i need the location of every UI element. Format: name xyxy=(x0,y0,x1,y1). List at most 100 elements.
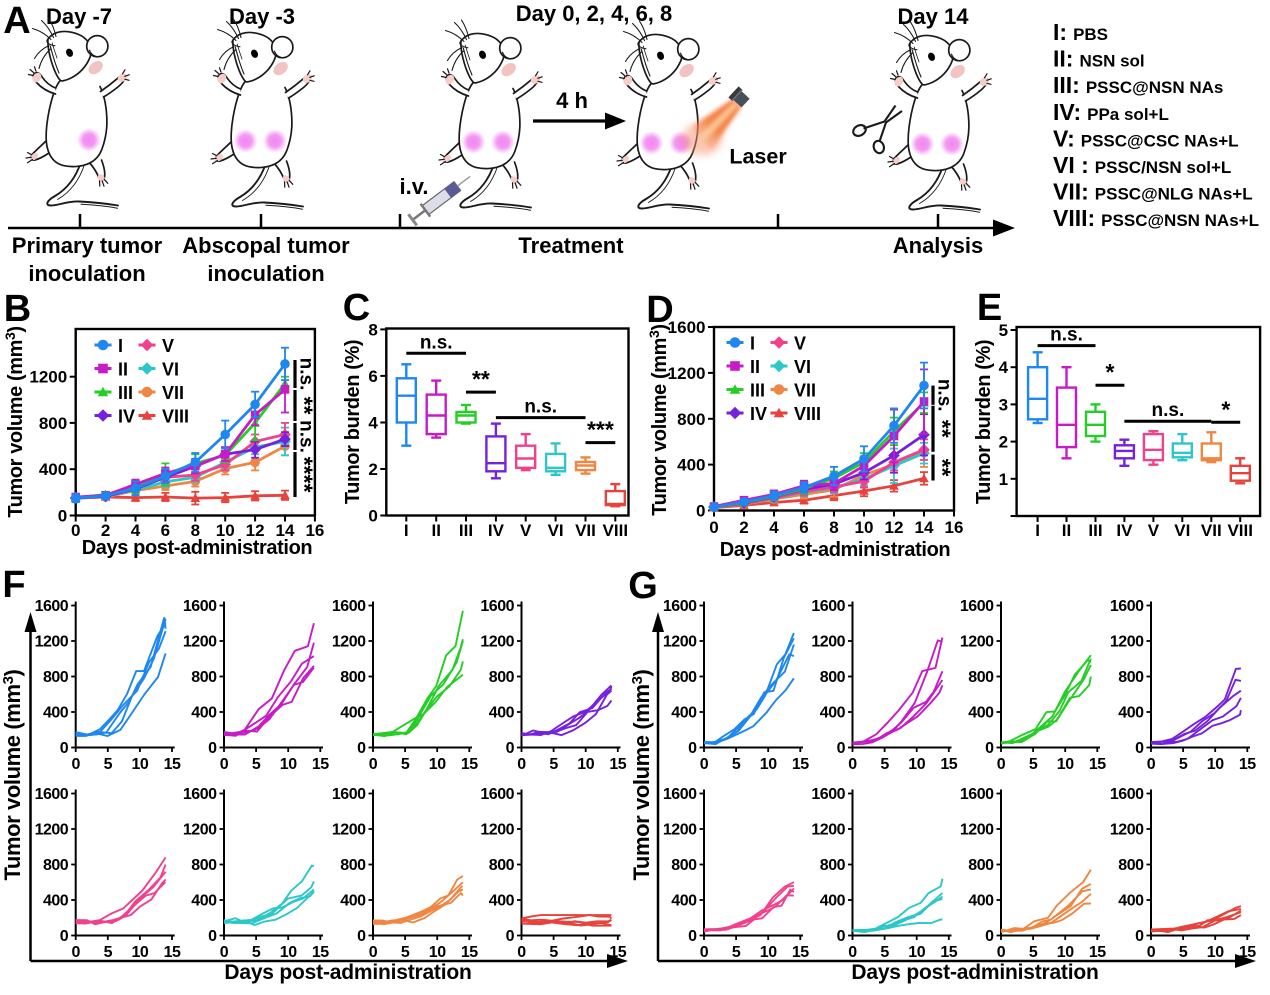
svg-text:5: 5 xyxy=(549,944,558,961)
svg-text:II: II xyxy=(118,360,128,380)
svg-text:15: 15 xyxy=(609,944,626,961)
svg-text:1600: 1600 xyxy=(811,786,845,803)
svg-text:10: 10 xyxy=(429,756,446,773)
svg-text:800: 800 xyxy=(489,857,515,874)
svg-text:5: 5 xyxy=(1029,756,1038,773)
svg-text:8: 8 xyxy=(829,518,838,537)
svg-text:16: 16 xyxy=(945,518,964,537)
svg-text:5: 5 xyxy=(999,321,1008,340)
svg-text:10: 10 xyxy=(760,756,777,773)
svg-text:1600: 1600 xyxy=(1110,786,1144,803)
svg-text:1200: 1200 xyxy=(668,364,706,383)
svg-text:*: * xyxy=(1106,359,1115,385)
svg-text:VII: VII xyxy=(575,521,596,540)
svg-text:****: **** xyxy=(292,457,318,493)
svg-text:4: 4 xyxy=(999,358,1009,377)
svg-text:6: 6 xyxy=(161,521,170,540)
svg-text:800: 800 xyxy=(1118,669,1144,686)
svg-text:1600: 1600 xyxy=(960,786,994,803)
svg-text:400: 400 xyxy=(671,893,697,910)
svg-text:Days post-administration: Days post-administration xyxy=(851,961,1098,984)
svg-text:5: 5 xyxy=(401,944,410,961)
svg-text:1200: 1200 xyxy=(480,822,514,839)
svg-text:15: 15 xyxy=(792,756,809,773)
svg-text:15: 15 xyxy=(940,944,957,961)
svg-text:0: 0 xyxy=(60,740,69,757)
svg-text:800: 800 xyxy=(820,857,846,874)
svg-text:1200: 1200 xyxy=(35,634,69,651)
svg-text:III: III xyxy=(750,381,765,401)
svg-text:III: III xyxy=(118,383,133,403)
svg-text:1600: 1600 xyxy=(960,598,994,615)
svg-text:0: 0 xyxy=(71,521,80,540)
svg-text:15: 15 xyxy=(1089,756,1106,773)
svg-text:8: 8 xyxy=(191,521,200,540)
svg-text:n.s.: n.s. xyxy=(296,358,317,391)
svg-text:400: 400 xyxy=(820,893,846,910)
svg-text:4: 4 xyxy=(131,521,141,540)
svg-text:0: 0 xyxy=(997,944,1006,961)
svg-text:800: 800 xyxy=(1118,857,1144,874)
svg-text:F: F xyxy=(2,564,25,606)
svg-text:0: 0 xyxy=(688,740,697,757)
svg-text:VIII: VIII xyxy=(1227,521,1253,540)
svg-text:1600: 1600 xyxy=(35,598,69,615)
svg-text:10: 10 xyxy=(577,756,594,773)
svg-text:1600: 1600 xyxy=(183,786,217,803)
svg-text:0: 0 xyxy=(71,944,80,961)
svg-text:15: 15 xyxy=(940,756,957,773)
svg-text:400: 400 xyxy=(39,460,67,479)
svg-text:1200: 1200 xyxy=(1110,822,1144,839)
svg-text:5: 5 xyxy=(1179,756,1188,773)
svg-text:*: * xyxy=(1221,396,1230,422)
svg-text:15: 15 xyxy=(1239,944,1256,961)
svg-text:5: 5 xyxy=(549,756,558,773)
svg-text:2: 2 xyxy=(101,521,110,540)
svg-text:4: 4 xyxy=(368,414,378,433)
svg-text:inoculation: inoculation xyxy=(28,261,145,286)
svg-text:**: ** xyxy=(929,459,955,477)
svg-text:5: 5 xyxy=(880,944,889,961)
svg-text:400: 400 xyxy=(191,893,217,910)
svg-text:400: 400 xyxy=(677,456,705,475)
svg-text:I: I xyxy=(1035,521,1040,540)
svg-text:IV: IV xyxy=(488,521,505,540)
svg-text:10: 10 xyxy=(132,756,149,773)
svg-text:V: V xyxy=(794,334,806,354)
svg-text:IV: IV xyxy=(118,407,135,427)
svg-text:800: 800 xyxy=(191,857,217,874)
svg-text:10: 10 xyxy=(1057,944,1074,961)
svg-text:0: 0 xyxy=(848,944,857,961)
svg-text:400: 400 xyxy=(820,705,846,722)
svg-text:400: 400 xyxy=(1118,893,1144,910)
svg-text:II: II xyxy=(750,357,760,377)
svg-text:5: 5 xyxy=(880,756,889,773)
svg-text:14: 14 xyxy=(915,518,934,537)
svg-text:0: 0 xyxy=(696,502,705,521)
svg-text:2: 2 xyxy=(368,460,377,479)
svg-text:0: 0 xyxy=(357,928,366,945)
svg-text:VII: VII xyxy=(794,381,816,401)
svg-text:Analysis: Analysis xyxy=(893,233,984,258)
svg-text:Tumor volume (mm3): Tumor volume (mm3) xyxy=(629,669,654,880)
svg-text:0: 0 xyxy=(208,740,217,757)
svg-text:VII: VII xyxy=(1201,521,1222,540)
svg-text:I: I xyxy=(118,336,123,356)
svg-text:0: 0 xyxy=(837,740,846,757)
svg-text:0: 0 xyxy=(1135,928,1144,945)
svg-text:5: 5 xyxy=(252,944,261,961)
svg-text:Day -3: Day -3 xyxy=(229,4,295,29)
svg-text:VIII: VIII xyxy=(603,521,629,540)
svg-text:5: 5 xyxy=(1179,944,1188,961)
svg-text:Tumor volume (mm3): Tumor volume (mm3) xyxy=(2,326,27,517)
svg-text:i.v.: i.v. xyxy=(400,174,429,199)
svg-text:12: 12 xyxy=(246,521,265,540)
svg-text:0: 0 xyxy=(700,944,709,961)
svg-text:II: II xyxy=(1062,521,1071,540)
svg-text:1600: 1600 xyxy=(1110,598,1144,615)
svg-text:800: 800 xyxy=(43,669,69,686)
svg-text:10: 10 xyxy=(1207,756,1224,773)
svg-text:0: 0 xyxy=(517,944,526,961)
svg-text:400: 400 xyxy=(1118,705,1144,722)
svg-text:1200: 1200 xyxy=(663,634,697,651)
